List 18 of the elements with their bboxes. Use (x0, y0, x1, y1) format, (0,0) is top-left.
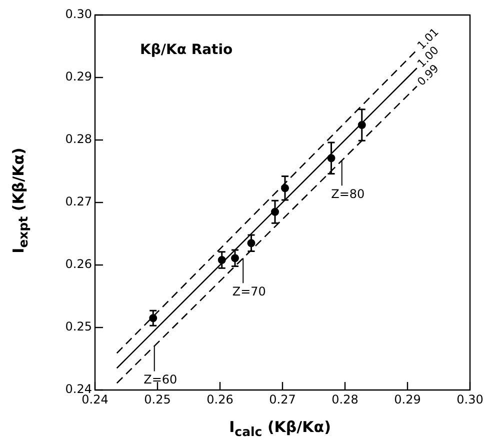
x-tick-label: 0.28 (332, 392, 358, 406)
x-axis-title: I$_{calc}$ (Kβ/Kα) (228, 418, 332, 439)
x-tick-label: 0.30 (456, 392, 484, 406)
y-tick-label: 0.26 (65, 257, 92, 272)
annotation: Z=60 (144, 372, 178, 386)
x-tick-label: 0.26 (206, 392, 234, 406)
x-tick-label: 0.29 (394, 392, 421, 406)
text: Kβ/Kα Ratio (140, 42, 233, 58)
y-tick-label: 0.28 (65, 132, 92, 146)
annotation: Z=80 (331, 186, 365, 201)
x-tick-label: 0.27 (269, 392, 296, 406)
annotation: Z=70 (232, 284, 266, 298)
y-tick-label: 0.30 (65, 7, 92, 22)
y-tick-label: 0.29 (65, 70, 92, 84)
y-tick-label: 0.27 (65, 194, 92, 209)
y-tick-label: 0.25 (65, 320, 92, 334)
x-tick-label: 0.25 (144, 392, 171, 406)
x-tick-label: 0.24 (82, 392, 108, 406)
